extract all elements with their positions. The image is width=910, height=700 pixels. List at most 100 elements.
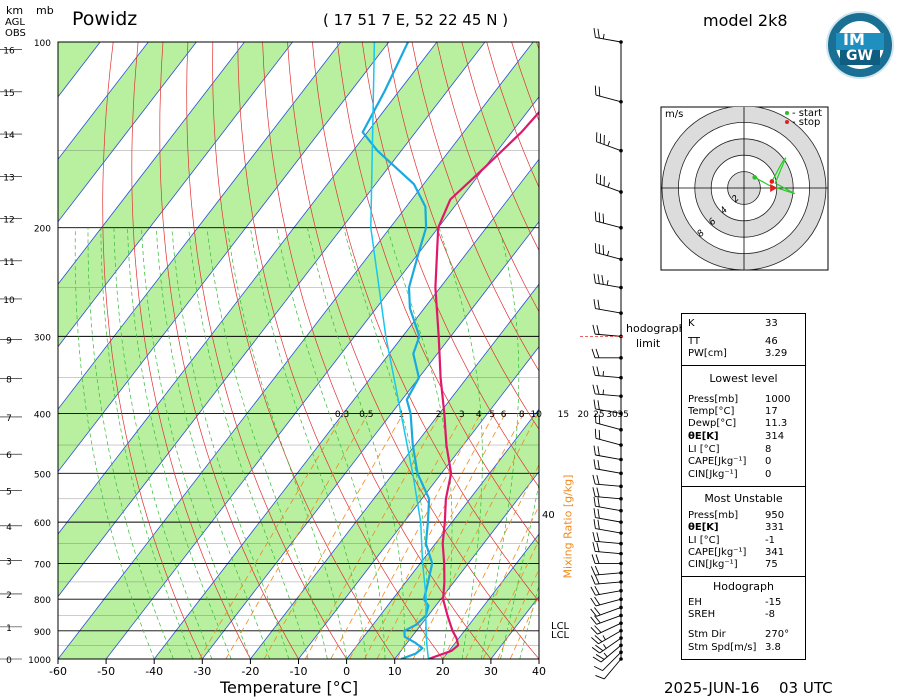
mu-cin-label: CIN[Jkg⁻¹] (688, 559, 738, 570)
station-name: Powidz (72, 8, 138, 30)
wind-barb-flag (591, 637, 599, 645)
wind-barb-flag (595, 554, 600, 564)
mixing-ratio-line (396, 413, 524, 659)
axes: -60 -50 -40 -30 -20 -10 0 10 20 30 401002003004005… (0, 39, 546, 678)
wind-barb-shaft (603, 658, 622, 680)
wind-barb-flag (593, 445, 596, 456)
km-tick-label: 10 (3, 296, 15, 306)
pressure-tick-label: 700 (34, 560, 51, 570)
x-tick-label: 30 (484, 665, 498, 678)
km-tick-label: 15 (3, 89, 14, 99)
wind-barb-flag (593, 508, 596, 518)
wind-barb-shaft (595, 374, 622, 379)
km-tick-label: 16 (3, 47, 15, 57)
moist-adiabat (386, 227, 453, 659)
wind-barb-flag (592, 531, 596, 542)
wind-barb-flag (597, 400, 600, 410)
wind-barb-flag (598, 429, 601, 440)
hodo-eh-label: EH (688, 597, 702, 608)
hodograph-ring-label: 6 (707, 217, 718, 228)
mu-press-label: Press[mb] (688, 510, 739, 521)
moist-adiabat (438, 227, 483, 659)
dry-adiabat (361, 42, 539, 488)
wind-barb-shaft (599, 637, 622, 654)
dry-adiabat (102, 42, 203, 659)
wind-barb-flag (590, 586, 596, 596)
wind-barb-shaft (595, 454, 622, 460)
wind-point (619, 375, 623, 380)
x-tick-label: -30 (193, 665, 211, 678)
axis-agl-label: AGL (5, 17, 25, 28)
lowest-cin-value: 0 (765, 469, 772, 480)
dry-adiabat (237, 42, 444, 659)
wind-barb-shaft (600, 644, 622, 663)
wind-barb-flag (593, 273, 596, 284)
x-tick-label: 40 (532, 665, 546, 678)
wind-barb-flag (597, 274, 600, 284)
pressure-tick-label: 800 (34, 596, 51, 606)
wind-barb-flag (597, 446, 600, 456)
lowest-temp-value: 17 (765, 406, 778, 417)
mixing-ratio-line (482, 539, 539, 659)
wind-barb-shaft (595, 581, 622, 585)
wind-barb-flag (593, 459, 596, 469)
lowest-thetae-value: 314 (765, 431, 785, 442)
lowest-li-value: 8 (765, 444, 772, 455)
valid-date: 2025-JUN-16 (664, 679, 760, 697)
logo-text-top: IM (843, 30, 865, 49)
wind-barb-flag (590, 597, 597, 607)
hodograph-trace (754, 157, 796, 195)
wind-barb-shaft (595, 422, 622, 431)
km-tick-label: 3 (6, 557, 12, 567)
hodo-sreh-value: -8 (765, 609, 775, 620)
wind-point (619, 471, 623, 476)
adiabat-grid (74, 42, 539, 659)
x-axis-label: Temperature [°C] (220, 678, 359, 697)
isotherm-line (58, 42, 534, 659)
dry-adiabat (436, 42, 539, 313)
isotherm-line (58, 42, 197, 223)
wind-barb-flag (597, 299, 600, 310)
lcl-label-1: LCL (551, 621, 570, 632)
wind-barb-shaft (595, 528, 622, 534)
wind-barb-flag (590, 627, 598, 635)
indices-separator (682, 486, 805, 487)
km-tick-label: 1 (6, 624, 12, 634)
isotherm-line (58, 42, 438, 535)
wind-barb-flag (592, 474, 596, 485)
wind-barb-flag (598, 414, 601, 425)
hodo-stmspd-label: Stm Spd[m/s] (688, 642, 757, 653)
wind-barb-half (607, 182, 610, 188)
isotherm-line (346, 408, 539, 659)
km-tick-label: 14 (3, 131, 15, 141)
dry-adiabat (287, 42, 539, 659)
x-tick-label: -50 (97, 665, 115, 678)
wind-barb-flag (594, 585, 600, 595)
mixing-ratio-label: 35 (617, 410, 628, 420)
moist-adiabat (206, 227, 328, 659)
isotherm-line (153, 158, 539, 659)
isotherm-line (58, 42, 245, 285)
hodograph-ring-label: 4 (719, 205, 730, 216)
wind-point (619, 443, 623, 447)
wind-barb-half (607, 141, 610, 147)
isotherm-line (442, 533, 539, 659)
wind-barb-shaft (595, 437, 622, 446)
mu-press-value: 950 (765, 510, 785, 521)
axis-obs-label: OBS (5, 28, 26, 39)
wind-point (619, 311, 623, 315)
wind-barb-flag (590, 566, 596, 576)
lowest-dewp-value: 11.3 (765, 418, 788, 429)
wind-barb-shaft (595, 393, 622, 397)
wind-barb-flag (594, 413, 597, 424)
wind-barb-shaft (595, 496, 622, 500)
dry-adiabat (411, 42, 539, 372)
lowest-dewp-label: Dewp[°C] (688, 418, 737, 429)
wind-barb-shaft (597, 622, 622, 635)
wind-barb-flag (598, 244, 601, 254)
index-tt-label: TT (688, 336, 701, 347)
axis-mb-label: mb (36, 4, 54, 17)
mixing-ratio-line (349, 413, 481, 659)
station-coords: ( 17 51 7 E, 52 22 45 N ) (323, 11, 509, 29)
isotherm-line (58, 42, 342, 410)
